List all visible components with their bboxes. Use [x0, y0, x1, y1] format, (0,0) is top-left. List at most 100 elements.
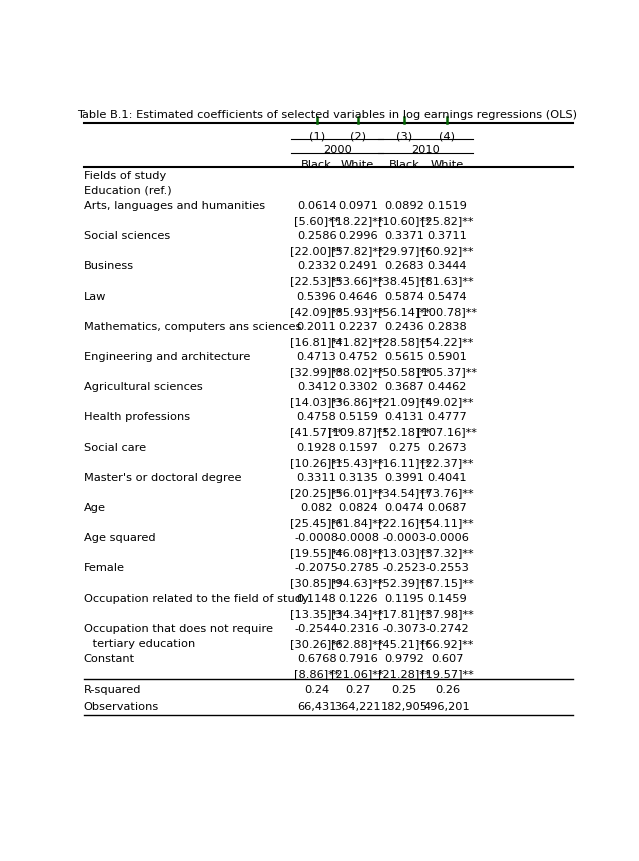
Text: [34.34]**: [34.34]** — [332, 608, 384, 618]
Text: (1): (1) — [309, 131, 325, 141]
Text: 0.3991: 0.3991 — [384, 473, 424, 482]
Text: [36.86]**: [36.86]** — [332, 397, 384, 407]
Text: 0.275: 0.275 — [388, 442, 420, 452]
Text: [41.57]**: [41.57]** — [290, 427, 343, 437]
Text: [20.25]**: [20.25]** — [290, 487, 343, 498]
Text: 0.6768: 0.6768 — [296, 653, 336, 663]
Text: Education (ref.): Education (ref.) — [84, 186, 171, 195]
Text: [41.82]**: [41.82]** — [332, 337, 384, 346]
Text: Black: Black — [389, 159, 420, 170]
Text: 0.1459: 0.1459 — [427, 593, 467, 603]
Text: 0.3371: 0.3371 — [384, 231, 424, 241]
Text: [49.02]**: [49.02]** — [421, 397, 473, 407]
Text: -0.2316: -0.2316 — [336, 623, 380, 633]
Text: 0.1597: 0.1597 — [338, 442, 378, 452]
Text: -0.2523: -0.2523 — [382, 563, 426, 573]
Text: [28.58]**: [28.58]** — [378, 337, 431, 346]
Text: 0.2011: 0.2011 — [296, 321, 337, 331]
Text: [107.16]**: [107.16]** — [417, 427, 477, 437]
Text: [52.18]**: [52.18]** — [378, 427, 431, 437]
Text: 0.4041: 0.4041 — [427, 473, 467, 482]
Text: Master's or doctoral degree: Master's or doctoral degree — [84, 473, 242, 482]
Text: 182,905: 182,905 — [381, 701, 427, 711]
Text: (2): (2) — [350, 131, 366, 141]
Text: 0.0824: 0.0824 — [338, 503, 378, 512]
Text: -0.2553: -0.2553 — [426, 563, 469, 573]
Text: [13.03]**: [13.03]** — [378, 548, 431, 558]
Text: 0.24: 0.24 — [304, 684, 329, 694]
Text: [42.09]**: [42.09]** — [290, 307, 343, 316]
Text: Health professions: Health professions — [84, 412, 190, 422]
Text: 0.26: 0.26 — [435, 684, 460, 694]
Text: Business: Business — [84, 261, 134, 271]
Text: [16.11]**: [16.11]** — [378, 457, 431, 468]
Text: 0.3412: 0.3412 — [296, 381, 336, 392]
Text: Social sciences: Social sciences — [84, 231, 170, 241]
Text: [25.45]**: [25.45]** — [290, 517, 343, 528]
Text: Table B.1: Estimated coefficients of selected variables in log earnings regressi: Table B.1: Estimated coefficients of sel… — [77, 110, 578, 121]
Text: [29.97]**: [29.97]** — [378, 246, 431, 256]
Text: 0.3444: 0.3444 — [427, 261, 467, 271]
Text: [62.88]**: [62.88]** — [332, 638, 384, 648]
Text: 0.4646: 0.4646 — [338, 291, 378, 301]
Text: Law: Law — [84, 291, 106, 301]
Text: [50.58]**: [50.58]** — [378, 367, 431, 376]
Text: Observations: Observations — [84, 701, 159, 711]
Text: 0.082: 0.082 — [300, 503, 333, 512]
Text: [21.09]**: [21.09]** — [378, 397, 431, 407]
Text: (3): (3) — [396, 131, 412, 141]
Text: [73.76]**: [73.76]** — [421, 487, 473, 498]
Text: 364,221: 364,221 — [334, 701, 381, 711]
Text: [25.82]**: [25.82]** — [421, 216, 473, 226]
Text: [100.78]**: [100.78]** — [417, 307, 477, 316]
Text: 0.25: 0.25 — [392, 684, 417, 694]
Text: 0.0474: 0.0474 — [385, 503, 424, 512]
Text: 0.5901: 0.5901 — [427, 351, 467, 362]
Text: [45.21]**: [45.21]** — [378, 638, 431, 648]
Text: [54.22]**: [54.22]** — [421, 337, 473, 346]
Text: 0.4462: 0.4462 — [427, 381, 467, 392]
Text: 0.2673: 0.2673 — [427, 442, 467, 452]
Text: 0.2683: 0.2683 — [385, 261, 424, 271]
Text: -0.0006: -0.0006 — [426, 533, 469, 542]
Text: [10.26]**: [10.26]** — [290, 457, 343, 468]
Text: [38.45]**: [38.45]** — [378, 276, 431, 286]
Text: 0.2838: 0.2838 — [427, 321, 467, 331]
Text: [22.00]**: [22.00]** — [290, 246, 343, 256]
Text: [37.98]**: [37.98]** — [421, 608, 473, 618]
Text: [54.11]**: [54.11]** — [421, 517, 473, 528]
Text: Age squared: Age squared — [84, 533, 155, 542]
Text: [34.54]**: [34.54]** — [378, 487, 431, 498]
Text: 0.2332: 0.2332 — [296, 261, 336, 271]
Text: -0.2075: -0.2075 — [295, 563, 339, 573]
Text: 0.5474: 0.5474 — [427, 291, 467, 301]
Text: 0.4758: 0.4758 — [296, 412, 337, 422]
Text: [30.26]**: [30.26]** — [290, 638, 343, 648]
Text: Social care: Social care — [84, 442, 146, 452]
Text: Black: Black — [301, 159, 332, 170]
Text: 0.1195: 0.1195 — [384, 593, 424, 603]
Text: 0.2491: 0.2491 — [338, 261, 378, 271]
Text: [87.15]**: [87.15]** — [421, 578, 473, 588]
Text: tertiary education: tertiary education — [89, 638, 195, 648]
Text: 0.5159: 0.5159 — [338, 412, 378, 422]
Text: 0.3311: 0.3311 — [296, 473, 337, 482]
Text: 66,431: 66,431 — [297, 701, 336, 711]
Text: 0.1928: 0.1928 — [296, 442, 337, 452]
Text: 0.4777: 0.4777 — [427, 412, 467, 422]
Text: 0.4713: 0.4713 — [296, 351, 337, 362]
Text: [16.81]**: [16.81]** — [290, 337, 343, 346]
Text: White: White — [431, 159, 464, 170]
Text: [105.37]**: [105.37]** — [417, 367, 477, 376]
Text: Mathematics, computers ans sciences: Mathematics, computers ans sciences — [84, 321, 301, 331]
Text: -0.2742: -0.2742 — [426, 623, 469, 633]
Text: 0.2586: 0.2586 — [296, 231, 336, 241]
Text: Age: Age — [84, 503, 106, 512]
Text: [22.37]**: [22.37]** — [421, 457, 473, 468]
Text: [37.32]**: [37.32]** — [421, 548, 473, 558]
Text: 0.1519: 0.1519 — [427, 201, 467, 211]
Text: -0.0003: -0.0003 — [382, 533, 426, 542]
Text: [21.28]**: [21.28]** — [378, 668, 431, 678]
Text: Fields of study: Fields of study — [84, 170, 166, 181]
Text: 2000: 2000 — [323, 146, 351, 155]
